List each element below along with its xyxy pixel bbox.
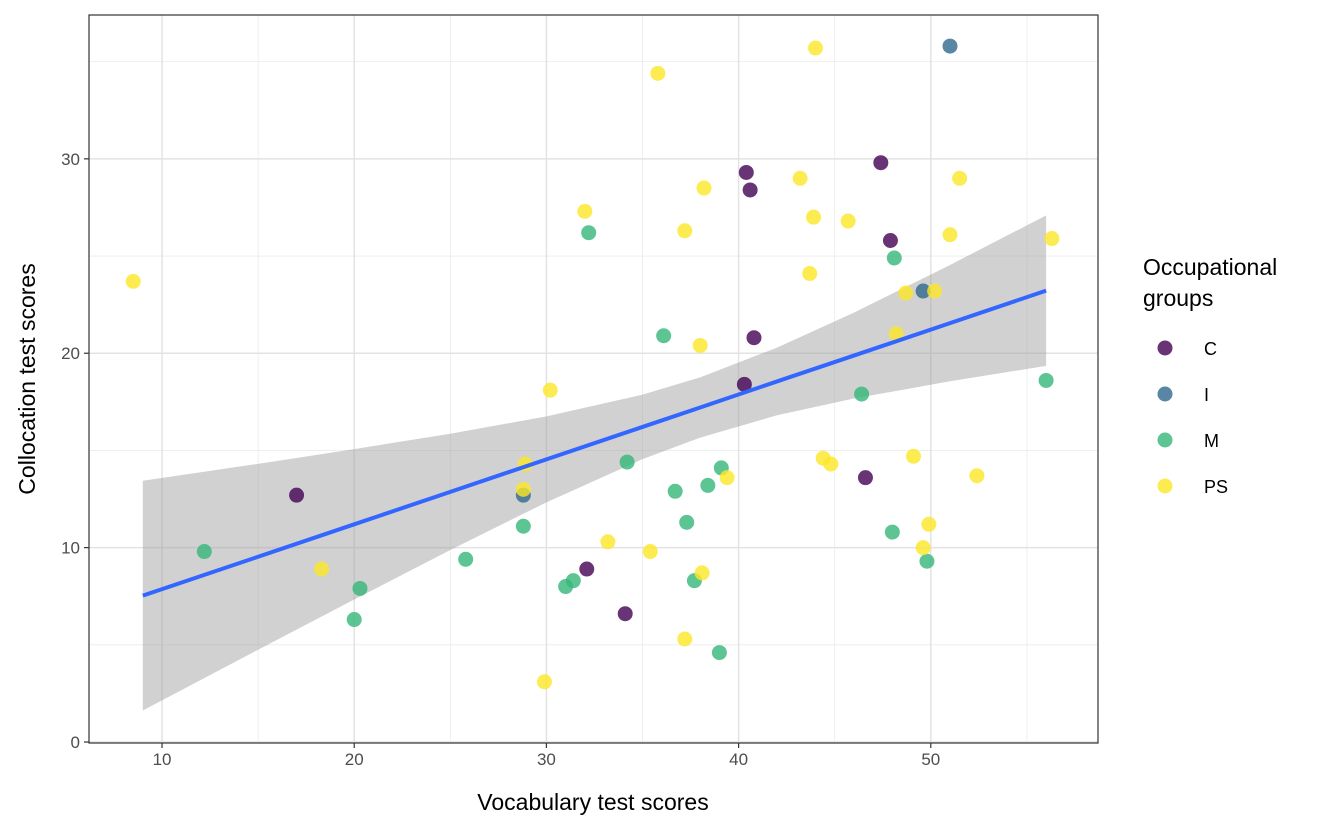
- data-point-C: [882, 232, 898, 248]
- data-point-PS: [792, 170, 808, 186]
- data-point-M: [558, 579, 574, 595]
- legend-key-PS: [1157, 478, 1173, 494]
- x-tick-label: 50: [921, 750, 940, 769]
- legend-key-C: [1157, 340, 1173, 356]
- confidence-band: [142, 215, 1047, 711]
- panel-background: [89, 15, 1098, 743]
- data-point-M: [667, 483, 683, 499]
- y-tick-label: 10: [61, 539, 80, 558]
- data-point-C: [579, 561, 595, 577]
- data-point-PS: [692, 337, 708, 353]
- data-point-PS: [542, 382, 558, 398]
- data-point-PS: [600, 534, 616, 550]
- legend-label-M: M: [1204, 431, 1219, 451]
- data-point-M: [919, 553, 935, 569]
- regression-line: [142, 288, 1047, 598]
- data-point-M: [656, 328, 672, 344]
- data-point-M: [886, 250, 902, 266]
- data-point-PS: [694, 565, 710, 581]
- data-point-M: [515, 518, 531, 534]
- data-point-PS: [677, 223, 693, 239]
- x-tick-label: 10: [153, 750, 172, 769]
- data-point-M: [711, 645, 727, 661]
- data-point-C: [746, 330, 762, 346]
- data-point-C: [738, 164, 754, 180]
- data-point-M: [884, 524, 900, 540]
- data-point-C: [857, 470, 873, 486]
- legend-label-I: I: [1204, 385, 1209, 405]
- y-tick-label: 30: [61, 150, 80, 169]
- axis-ticks: 10 20 30 40 50 0 10 20 30: [61, 150, 940, 769]
- data-point-PS: [1044, 231, 1060, 247]
- data-point-PS: [921, 516, 937, 532]
- y-tick-label: 20: [61, 344, 80, 363]
- legend-label-C: C: [1204, 339, 1217, 359]
- data-point-M: [700, 477, 716, 493]
- data-point-PS: [888, 326, 904, 342]
- data-point-PS: [696, 180, 712, 196]
- data-point-PS: [802, 266, 818, 282]
- data-point-PS: [840, 213, 856, 229]
- x-axis-title: Vocabulary test scores: [477, 789, 708, 815]
- data-point-PS: [952, 170, 968, 186]
- data-point-C: [742, 182, 758, 198]
- data-point-PS: [314, 561, 330, 577]
- data-point-M: [352, 580, 368, 596]
- legend-key-I: [1157, 386, 1173, 402]
- points-layer: [125, 38, 1060, 690]
- data-point-C: [736, 376, 752, 392]
- data-point-PS: [650, 65, 666, 81]
- legend-title-line-1: Occupational: [1143, 254, 1277, 280]
- y-axis-title: Collocation test scores: [14, 263, 40, 494]
- data-point-M: [619, 454, 635, 470]
- data-point-PS: [905, 448, 921, 464]
- data-point-M: [854, 386, 870, 402]
- data-point-PS: [915, 540, 931, 556]
- panel-border: [88, 14, 1099, 744]
- data-point-PS: [125, 273, 141, 289]
- legend: Occupational groups C I M PS: [1143, 254, 1277, 497]
- x-tick-label: 30: [537, 750, 556, 769]
- confidence-band-layer: [142, 215, 1047, 711]
- data-point-PS: [969, 468, 985, 484]
- data-point-M: [458, 551, 474, 567]
- x-tick-label: 40: [729, 750, 748, 769]
- legend-title-line-2: groups: [1143, 285, 1213, 311]
- data-point-PS: [577, 203, 593, 219]
- data-point-PS: [806, 209, 822, 225]
- data-point-PS: [807, 40, 823, 56]
- legend-key-M: [1157, 432, 1173, 448]
- data-point-I: [915, 283, 931, 299]
- data-point-M: [581, 225, 597, 241]
- data-point-PS: [942, 227, 958, 243]
- y-tick-label: 0: [71, 733, 80, 752]
- data-point-PS: [719, 470, 735, 486]
- data-point-PS: [898, 285, 914, 301]
- data-point-M: [1038, 372, 1054, 388]
- data-point-I: [942, 38, 958, 54]
- legend-label-PS: PS: [1204, 477, 1228, 497]
- data-point-M: [679, 514, 695, 530]
- data-point-PS: [823, 456, 839, 472]
- data-point-C: [289, 487, 305, 503]
- data-point-C: [617, 606, 633, 622]
- data-point-PS: [677, 631, 693, 647]
- data-point-PS: [927, 283, 943, 299]
- data-point-M: [346, 612, 362, 628]
- x-tick-label: 20: [345, 750, 364, 769]
- fit-line-layer: [142, 288, 1047, 598]
- data-point-M: [196, 544, 212, 560]
- data-point-PS: [515, 481, 531, 497]
- data-point-PS: [642, 544, 658, 560]
- data-point-PS: [536, 674, 552, 690]
- data-point-C: [873, 155, 889, 171]
